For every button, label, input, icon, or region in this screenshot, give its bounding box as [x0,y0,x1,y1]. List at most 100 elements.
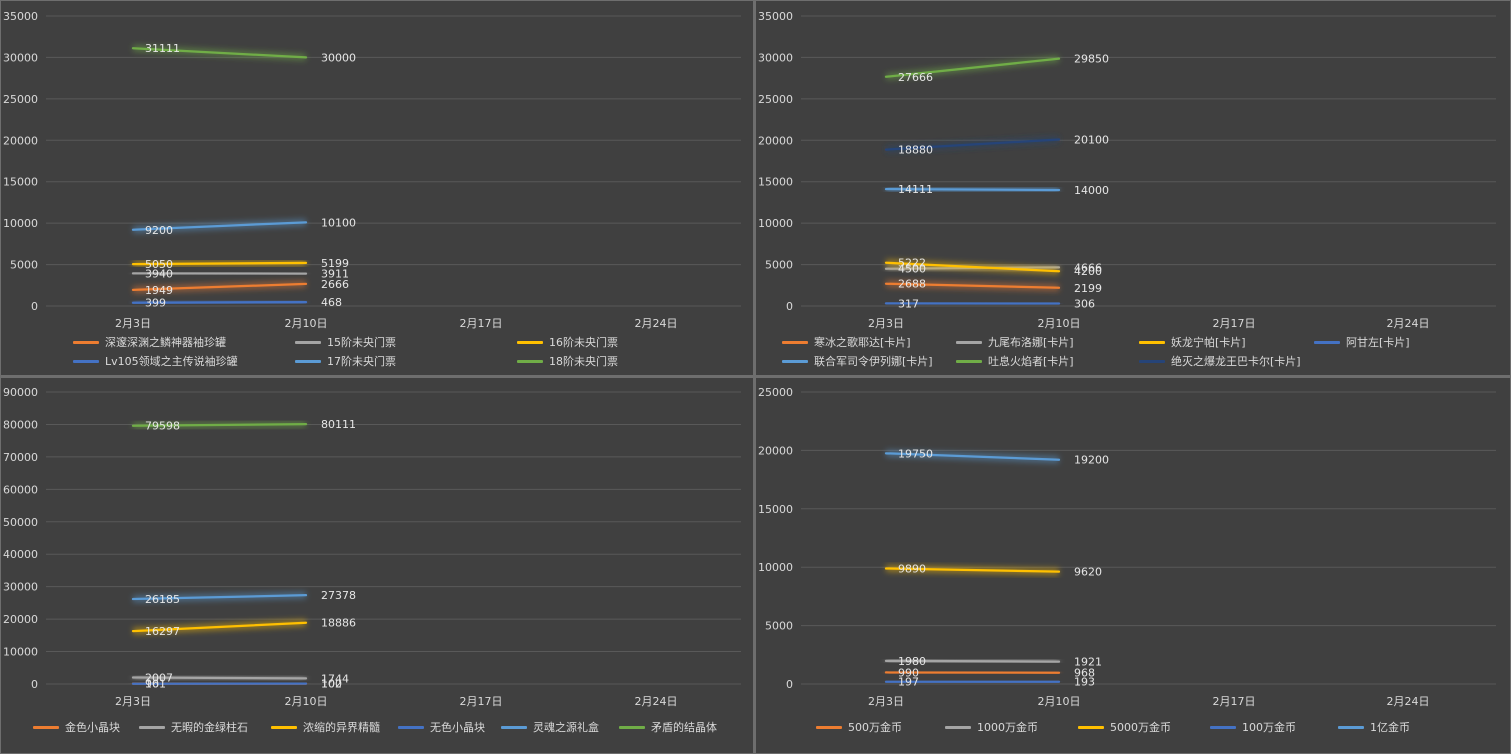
y-tick-label: 90000 [3,386,38,399]
legend-label: 5000万金币 [1110,721,1171,734]
chart-svg-materials: 0 10000 20000 30000 40000 50000 60000 70000 8000… [3,386,741,708]
legend-item: 1亿金币 [1338,719,1410,735]
data-label: 1949 [145,284,173,297]
legend-swatch [782,340,808,344]
y-tick-label: 35000 [758,10,793,23]
series-line-3 [884,261,1061,273]
legend-item: 金色小晶块 [33,719,120,735]
legend-label: 阿甘左[卡片] [1346,336,1410,349]
data-label: 14111 [898,183,933,196]
data-label: 2688 [898,278,926,291]
y-tick-label: 40000 [3,548,38,561]
series-line-5 [131,221,308,231]
legend-label: 寒冰之歌耶达[卡片] [814,336,911,349]
data-label: 4200 [1074,265,1102,278]
legend-swatch [139,725,165,729]
data-label: 20100 [1074,133,1109,146]
y-tick-label: 5000 [765,620,793,633]
data-label: 80111 [321,418,356,431]
x-tick-label: 2月3日 [868,317,904,330]
data-label: 9620 [1074,566,1102,579]
chart-panel-cards: 0 5000 10000 15000 20000 25000 30000 35000 2月3日 2… [756,1,1510,375]
data-label: 31111 [145,42,180,55]
data-label: 27378 [321,589,356,602]
legend-swatch [33,725,59,729]
legend-item: 吐息火焰者[卡片] [956,353,1074,369]
legend-item: 妖龙宁帕[卡片] [1139,334,1246,350]
y-tick-label: 25000 [3,93,38,106]
data-label: 19750 [898,447,933,460]
legend-swatch [1078,725,1104,729]
y-tick-label: 20000 [3,134,38,147]
legend-swatch [619,725,645,729]
legend-swatch [271,725,297,729]
legend-item: 阿甘左[卡片] [1314,334,1410,350]
data-label: 1744 [321,672,349,685]
data-label: 3940 [145,267,173,280]
y-tick-label: 80000 [3,418,38,431]
legend-label: 500万金币 [848,721,902,734]
data-label: 19200 [1074,454,1109,467]
legend-label: 100万金币 [1242,721,1296,734]
y-tick-label: 20000 [758,134,793,147]
data-label: 1980 [898,655,926,668]
x-tick-label: 2月24日 [1387,695,1430,708]
series-line-5 [131,594,308,601]
legend-swatch [1139,340,1165,344]
x-tick-label: 2月17日 [1213,317,1256,330]
x-tick-label: 2月10日 [285,317,328,330]
legend-swatch [956,340,982,344]
series-line-7 [884,138,1061,151]
data-label: 26185 [145,593,180,606]
data-label: 29850 [1074,53,1109,66]
x-tick-label: 2月24日 [635,317,678,330]
data-label: 193 [1074,676,1095,689]
legend-label: 吐息火焰者[卡片] [988,355,1074,368]
legend-item: 矛盾的结晶体 [619,719,717,735]
legend-swatch [1139,359,1165,363]
x-tick-label: 2月10日 [285,695,328,708]
series-line-2 [131,676,308,680]
data-label: 9890 [898,562,926,575]
data-label: 18880 [898,144,933,157]
legend-label: 17阶未央门票 [327,355,396,368]
data-label: 968 [1074,667,1095,680]
legend-item: 16阶未央门票 [517,334,618,350]
series-line-6 [131,47,308,59]
legend-swatch [517,359,543,363]
legend-item: Lv105领域之主传说袖珍罐 [73,353,238,369]
x-tick-label: 2月17日 [460,317,503,330]
data-label: 2666 [321,278,349,291]
legend-item: 100万金币 [1210,719,1296,735]
legend-label: 18阶未央门票 [549,355,618,368]
data-label: 96 [145,678,159,691]
legend-item: 1000万金币 [945,719,1038,735]
legend-label: 无色小晶块 [430,721,485,734]
data-label: 10100 [321,216,356,229]
chart-panel-materials: 0 10000 20000 30000 40000 50000 60000 70000 8000… [1,378,753,753]
x-tick-label: 2月10日 [1038,695,1081,708]
data-label: 102 [321,678,342,691]
legend-label: 灵魂之源礼盒 [533,721,599,734]
legend-item: 深邃深渊之鳞神器袖珍罐 [73,334,226,350]
series-line-1 [131,282,308,291]
legend-item: 灵魂之源礼盒 [501,719,599,735]
x-tick-label: 2月17日 [1213,695,1256,708]
data-label: 399 [145,297,166,310]
y-tick-label: 10000 [758,217,793,230]
x-tick-label: 2月10日 [1038,317,1081,330]
data-label: 306 [1074,297,1095,310]
y-tick-label: 20000 [3,613,38,626]
y-tick-label: 30000 [758,51,793,64]
legend-label: 无暇的金绿柱石 [171,721,248,734]
y-tick-label: 30000 [3,581,38,594]
data-label: 30000 [321,51,356,64]
legend-label: 妖龙宁帕[卡片] [1171,336,1246,349]
y-tick-label: 10000 [3,646,38,659]
series-line-2 [884,659,1061,663]
legend-item: 500万金币 [816,719,902,735]
legend-swatch [73,340,99,344]
data-label: 16297 [145,625,180,638]
y-tick-label: 15000 [758,176,793,189]
data-label: 468 [321,296,342,309]
